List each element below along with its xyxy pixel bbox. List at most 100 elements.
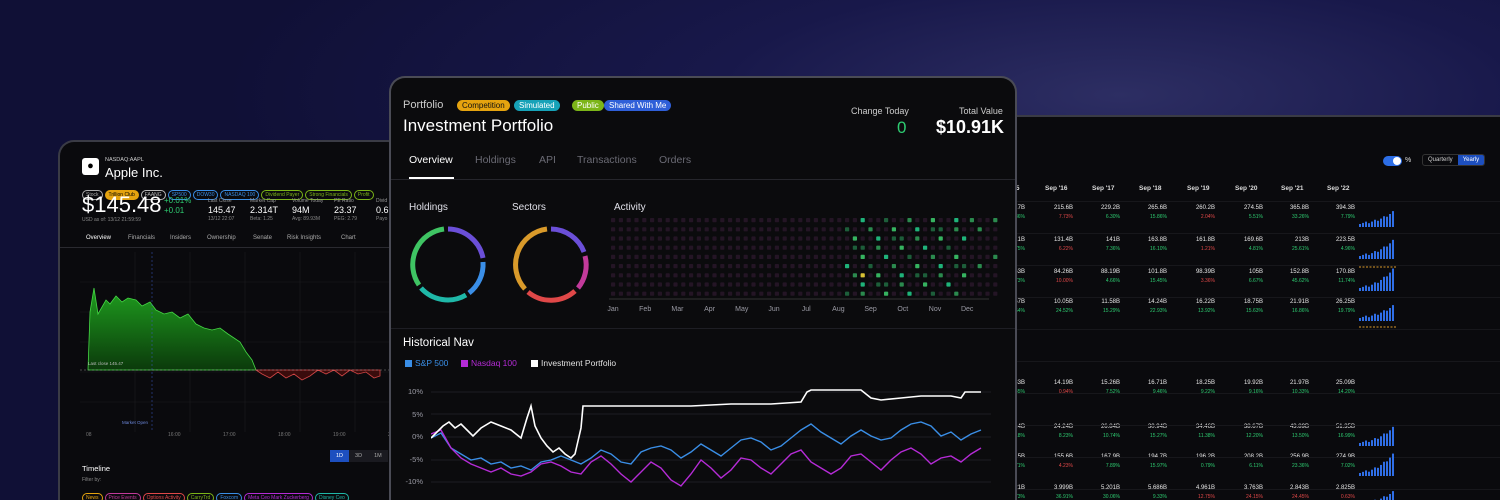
legend-investment-portfolio[interactable]: Investment Portfolio [541,358,617,368]
filter-chip[interactable]: CarryTrd [186,493,215,500]
tab-overview[interactable]: Overview [409,154,453,166]
activity-label: Activity [614,202,646,213]
tab-financials[interactable]: Financials [128,235,156,241]
tab-insiders[interactable]: Insiders [170,235,192,241]
price-change-pct: +0.01% [164,196,192,205]
column-header[interactable]: Sep '21 [1281,185,1304,192]
stock-tag[interactable]: FAANG [140,190,166,200]
tab-overview[interactable]: Overview [86,235,112,241]
activity-cell [720,264,725,269]
time-tick: 08 [86,432,92,438]
activity-cell [891,264,896,269]
activity-cell [868,227,873,232]
activity-cell [829,282,834,287]
portfolio-tag[interactable]: Competition [457,100,510,111]
activity-cell [954,218,959,223]
legend-s-p-500[interactable]: S&P 500 [415,358,449,368]
activity-cell [923,236,928,241]
tab-orders[interactable]: Orders [659,154,692,166]
table-pct: 15.27% [1150,433,1167,439]
column-header[interactable]: Sep '17 [1092,185,1115,192]
activity-cell [829,254,834,259]
sparkline-bar [1386,433,1388,446]
range-3d-button[interactable]: 3D [349,450,369,462]
activity-cell [650,218,655,223]
stock-tag[interactable]: SP500 [167,190,191,200]
percent-toggle[interactable] [1383,156,1402,166]
activity-cell [735,245,740,250]
sparkline-bar [1386,276,1388,291]
table-pct: 15.45% [1150,278,1167,284]
activity-cell [728,245,733,250]
activity-cell [868,282,873,287]
sparkline-bar [1374,282,1376,291]
stock-tag[interactable]: Trillion Club [104,190,139,200]
stock-tag[interactable]: DOW30 [192,190,219,200]
table-cell: 16.22B [1195,299,1215,305]
activity-cell [985,218,990,223]
table-pct: 0.94% [1058,389,1073,395]
yearly-button[interactable]: Yearly [1457,155,1485,165]
activity-cell [946,273,951,278]
activity-cell [993,236,998,241]
portfolio-tag[interactable]: Public [572,100,604,111]
tab-chart[interactable]: Chart [341,235,356,241]
table-cell: 26.25B [1335,299,1355,305]
activity-cell [782,273,787,278]
column-header[interactable]: Sep '19 [1187,185,1210,192]
filter-chip[interactable]: News [82,493,103,500]
range-1d-button[interactable]: 1D [330,450,350,462]
stat-sub: Avg: 89.93M [292,216,320,222]
table-cell: 141B [1105,237,1120,243]
column-header[interactable]: Sep '18 [1139,185,1162,192]
activity-cell [735,282,740,287]
activity-cell [642,218,647,223]
activity-cell [626,273,631,278]
stat-sub: 13/12 22:07 [208,216,235,222]
sparkline-bar [1383,461,1385,476]
column-header[interactable]: Sep '16 [1045,185,1068,192]
stock-tag[interactable]: Profit [353,190,374,200]
activity-cell [930,218,935,223]
activity-cell [751,218,756,223]
activity-cell [813,218,818,223]
filter-chip[interactable]: Options Activity [142,493,185,500]
table-cell: 4.961B [1195,485,1215,491]
activity-cell [899,254,904,259]
sparkline-bar [1365,253,1367,259]
tab-holdings[interactable]: Holdings [475,154,516,166]
table-pct: 9.16% [1248,389,1263,395]
activity-cell [930,254,935,259]
quarterly-button[interactable]: Quarterly [1428,157,1453,163]
stock-tag[interactable]: NASDAQ 100 [220,190,260,200]
tab-risk-insights[interactable]: Risk Insights [287,235,322,241]
column-header[interactable]: Sep '22 [1327,185,1350,192]
range-1m-button[interactable]: 1M [368,450,388,462]
filter-chip[interactable]: Disney Ceo [314,493,349,500]
tab-senate[interactable]: Senate [253,235,273,241]
portfolio-tag[interactable]: Shared With Me [604,100,672,111]
table-pct: 1.21% [1200,246,1215,252]
tab-transactions[interactable]: Transactions [577,154,637,166]
filter-chip[interactable]: Foxcom [216,493,243,500]
activity-cell [673,264,678,269]
stock-tag[interactable]: Strong Financials [305,190,352,200]
activity-cell [634,227,639,232]
portfolio-tag[interactable]: Simulated [514,100,560,111]
stock-tag[interactable]: Stock [82,190,103,200]
activity-cell [962,218,967,223]
stock-tag[interactable]: Dividend Payer [261,190,304,200]
activity-cell [946,282,951,287]
sectors-label: Sectors [512,202,546,213]
sparkline-bar [1383,246,1385,259]
sparkline-bar [1359,224,1361,227]
filter-chip[interactable]: Meta Ceo Mark Zuckerberg [244,493,313,500]
filter-chip[interactable]: Price Events [104,493,141,500]
breadcrumb[interactable]: Portfolio [403,99,444,111]
activity-cell [915,254,920,259]
legend-nasdaq-100[interactable]: Nasdaq 100 [471,358,517,368]
tab-ownership[interactable]: Ownership [207,235,236,241]
activity-cell [969,291,974,296]
tab-api[interactable]: API [539,154,556,166]
column-header[interactable]: Sep '20 [1235,185,1258,192]
